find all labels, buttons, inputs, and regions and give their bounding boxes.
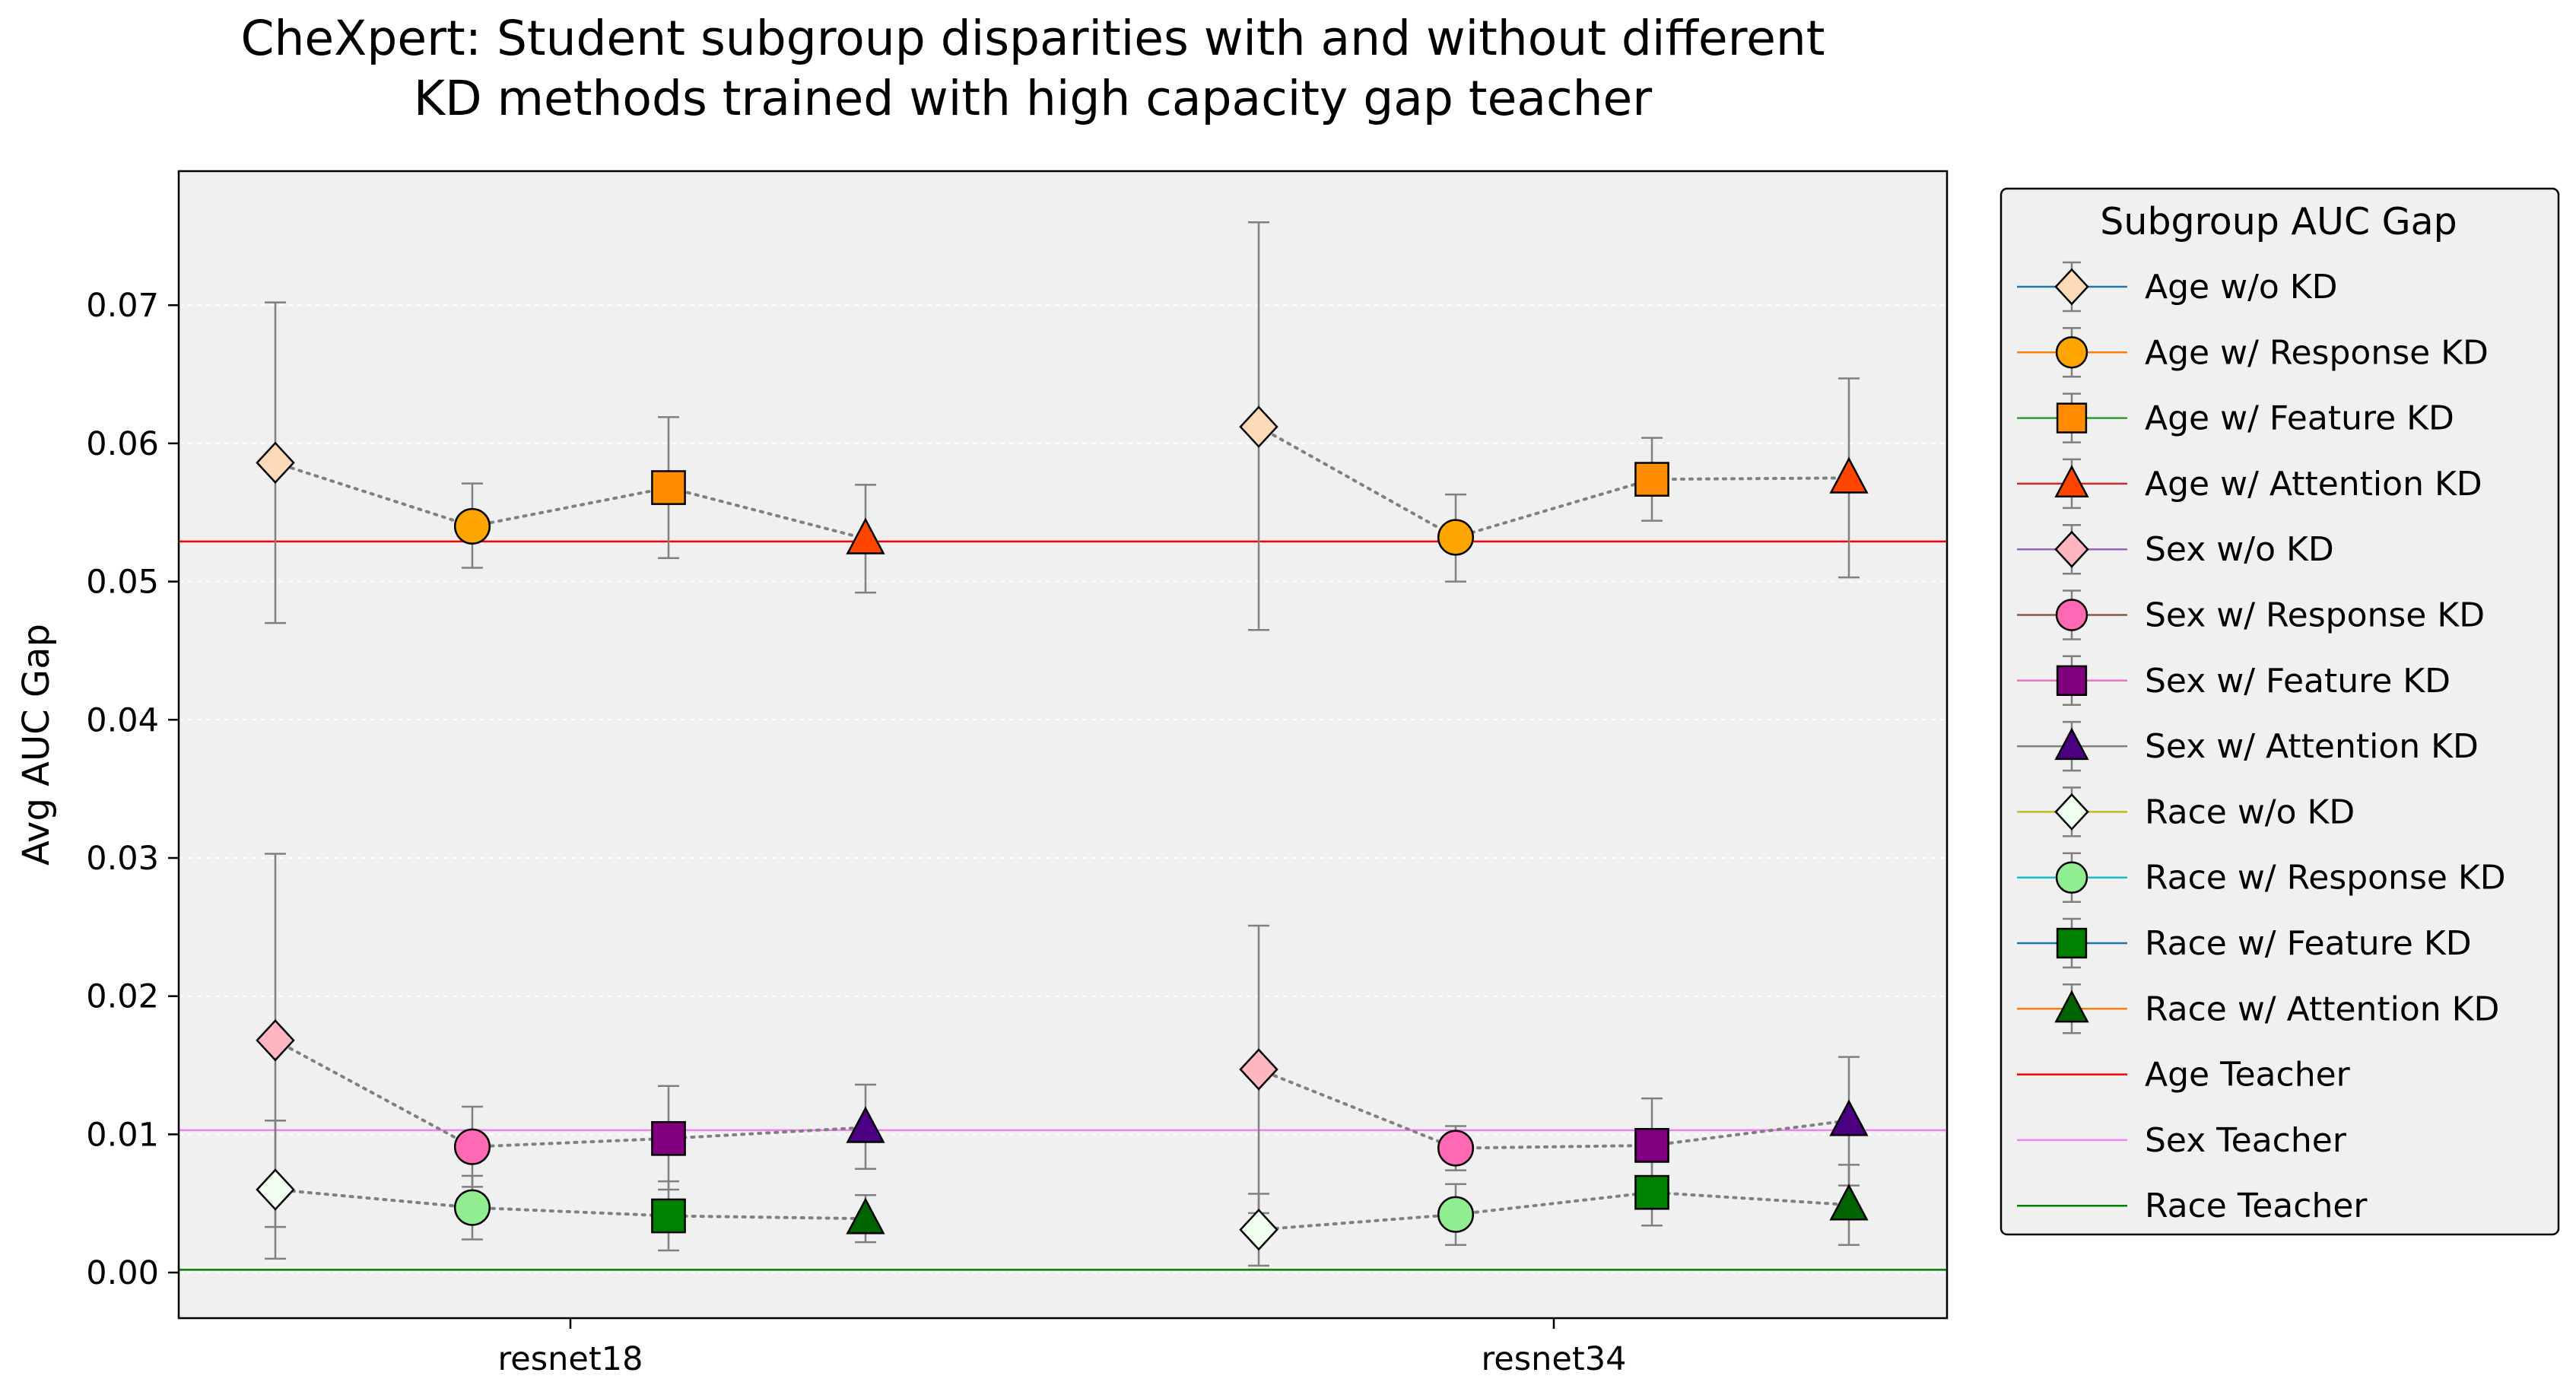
legend-marker-diamond (2054, 530, 2089, 568)
chart-title-line-2: KD methods trained with high capacity ga… (414, 71, 1652, 126)
data-point-circle (453, 1128, 491, 1165)
x-axis: resnet18 resnet34 (498, 1318, 1627, 1378)
data-point-triangle (1829, 456, 1869, 494)
legend-label: Sex w/ Feature KD (2145, 662, 2451, 701)
data-point-square (651, 470, 686, 505)
x-tick-label: resnet34 (1482, 1340, 1627, 1378)
legend-marker-square (2056, 927, 2088, 959)
x-tick-label: resnet18 (498, 1340, 643, 1378)
data-point-square (651, 1120, 686, 1156)
legend-marker-triangle (2054, 990, 2089, 1023)
y-tick-label: 0.07 (86, 287, 159, 325)
legend-label: Race w/ Response KD (2145, 859, 2506, 898)
legend-label: Sex w/ Response KD (2145, 596, 2485, 635)
y-tick-label: 0.01 (86, 1116, 159, 1154)
connector-line (1257, 1190, 1850, 1231)
data-point-circle (1437, 1130, 1475, 1167)
legend-label: Sex w/ Attention KD (2145, 727, 2479, 766)
plot-area (179, 171, 1947, 1318)
connector-line (274, 1188, 867, 1221)
data-point-circle (453, 507, 491, 545)
data-point-diamond (1239, 1208, 1278, 1251)
legend-marker-diamond (2054, 793, 2089, 831)
legend-label: Age w/ Attention KD (2145, 465, 2482, 504)
legend-marker-square (2056, 665, 2088, 696)
data-point-circle (1437, 1196, 1475, 1233)
chart-title-line-1: CheXpert: Student subgroup disparities w… (241, 11, 1825, 66)
data-point-square (1634, 1174, 1669, 1210)
data-point-circle (453, 1189, 491, 1226)
legend-label: Race w/ Attention KD (2145, 990, 2499, 1028)
data-point-diamond (256, 1019, 295, 1062)
legend-items: Age w/o KD Age w/ Response KD Age w/ Featu… (2017, 261, 2506, 1225)
y-tick-label: 0.04 (86, 701, 159, 739)
legend-label: Age Teacher (2145, 1056, 2351, 1095)
y-tick-label: 0.00 (86, 1254, 159, 1292)
plot-frame (177, 170, 1949, 1320)
legend-label: Race w/ Feature KD (2145, 924, 2472, 963)
legend-marker-circle (2055, 861, 2088, 894)
y-tick-label: 0.02 (86, 978, 159, 1016)
legend-marker-circle (2055, 599, 2088, 631)
data-point-triangle (846, 1106, 885, 1143)
data-point-triangle (846, 517, 885, 554)
legend-title: Subgroup AUC Gap (2100, 200, 2457, 243)
legend-marker-circle (2055, 336, 2088, 369)
data-point-circle (1437, 519, 1475, 556)
connector-line (274, 461, 867, 541)
markers (256, 405, 1869, 1251)
y-tick-label: 0.05 (86, 564, 159, 602)
legend-marker-triangle (2054, 727, 2089, 761)
data-point-square (1634, 462, 1669, 497)
connector-line (274, 1038, 867, 1149)
legend-marker-square (2056, 402, 2088, 434)
legend-label: Sex Teacher (2145, 1121, 2347, 1160)
data-point-diamond (256, 1168, 295, 1211)
legend-marker-diamond (2054, 268, 2089, 306)
y-axis: 0.00 0.01 0.02 0.03 0.04 0.05 0.06 0.07 (86, 287, 179, 1292)
data-point-triangle (1829, 1184, 1869, 1221)
legend-label: Age w/ Response KD (2145, 333, 2489, 372)
legend-label: Age w/o KD (2145, 268, 2338, 307)
y-axis-label: Avg AUC Gap (15, 624, 58, 866)
data-point-diamond (256, 441, 295, 485)
legend: Subgroup AUC Gap Age w/o KD Age w/ Respon… (1999, 187, 2560, 1236)
data-point-diamond (1239, 1048, 1278, 1091)
data-point-triangle (1829, 1099, 1869, 1136)
data-point-triangle (846, 1197, 885, 1234)
legend-label: Sex w/o KD (2145, 530, 2334, 569)
legend-marker-triangle (2054, 465, 2089, 497)
legend-label: Age w/ Feature KD (2145, 399, 2454, 438)
data-point-square (1634, 1128, 1669, 1163)
y-tick-label: 0.03 (86, 840, 159, 878)
data-point-square (651, 1198, 686, 1234)
connector-lines (274, 425, 1850, 1231)
legend-label: Race w/o KD (2145, 793, 2355, 831)
data-point-diamond (1239, 405, 1278, 448)
connector-line (1257, 1067, 1850, 1150)
connector-line (1257, 425, 1850, 539)
y-tick-label: 0.06 (86, 425, 159, 463)
legend-box (1999, 187, 2560, 1236)
legend-label: Race Teacher (2145, 1187, 2368, 1225)
